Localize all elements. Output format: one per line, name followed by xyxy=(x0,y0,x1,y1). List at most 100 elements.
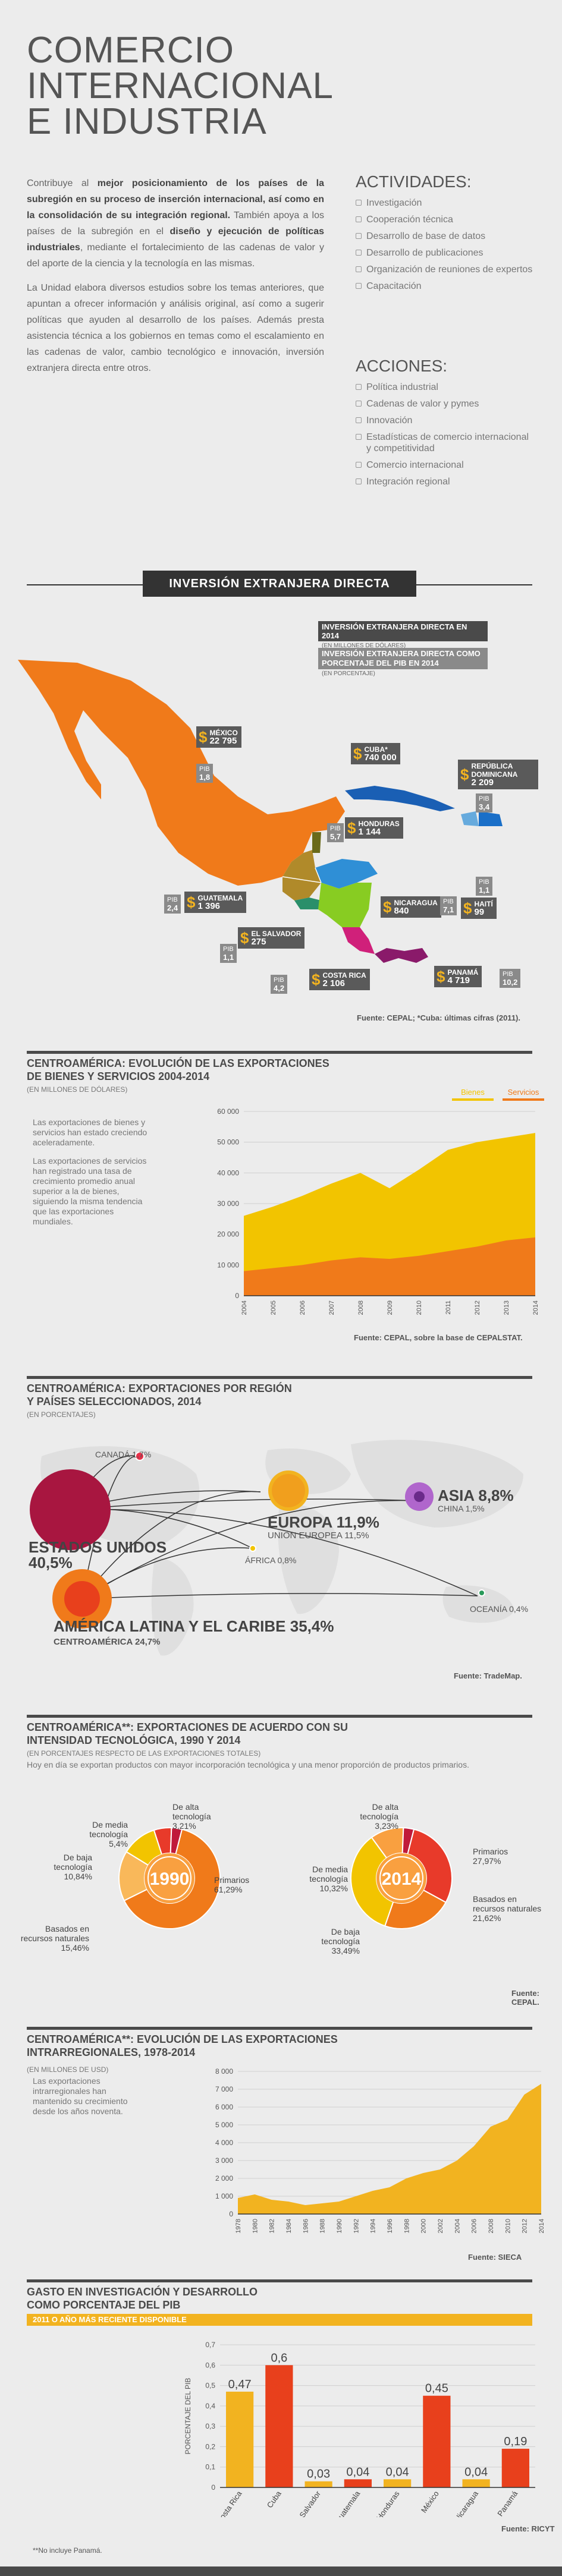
bar xyxy=(462,2479,490,2487)
country-name: HONDURAS xyxy=(358,820,400,828)
legend-label: Servicios xyxy=(508,1088,539,1097)
actividades-item: Organización de reuniones de expertos xyxy=(356,264,534,275)
country-value: 22 795 xyxy=(209,736,237,746)
country-value: 740 000 xyxy=(364,752,397,763)
country-value: 275 xyxy=(251,937,266,947)
dollar-icon: $ xyxy=(199,728,208,746)
bar-value-label: 0,04 xyxy=(346,2465,369,2479)
slice-label: De baja xyxy=(331,1927,360,1936)
bar xyxy=(304,2481,332,2487)
actividades-label: Cooperación técnica xyxy=(366,215,453,225)
slice-label: tecnología xyxy=(309,1874,348,1884)
flow-line xyxy=(81,1491,261,1599)
bullet-icon xyxy=(356,384,362,390)
ied-country-label: $ HAITÍ 99 xyxy=(461,897,497,919)
acciones-item: Comercio internacional xyxy=(356,459,534,471)
map-guatemala xyxy=(282,850,321,900)
bar-value-label: 0,6 xyxy=(271,2351,287,2364)
regions-title: CENTROAMÉRICA: EXPORTACIONES POR REGIÓN … xyxy=(27,1383,292,1407)
y-tick-label: 0,4 xyxy=(205,2402,215,2410)
y-tick-label: 7 000 xyxy=(215,2085,233,2093)
continent-shape xyxy=(442,1585,514,1623)
ied-pib-box: PIB 1,8 xyxy=(196,764,214,783)
bullet-icon xyxy=(356,216,362,222)
x-tick-label: 1982 xyxy=(269,2219,276,2233)
x-tick-label: Cuba xyxy=(265,2489,284,2509)
x-tick-label: 2006 xyxy=(299,1300,306,1315)
bubble-centroamerica xyxy=(64,1581,100,1617)
map-belize xyxy=(312,832,321,853)
actividades-label: Desarrollo de publicaciones xyxy=(366,248,483,258)
x-tick-label: Panamá xyxy=(495,2489,520,2517)
actividades-title: ACTIVIDADES: xyxy=(356,172,472,191)
acciones-label: Estadísticas de comercio internacional y… xyxy=(366,432,529,454)
actividades-block: ACTIVIDADES: Investigación Cooperación té… xyxy=(356,172,534,297)
slice-value: 33,49% xyxy=(332,1946,360,1955)
country-name: HAITÍ xyxy=(474,900,493,908)
x-tick-label: 1998 xyxy=(403,2219,410,2233)
country-value: 4 719 xyxy=(447,975,470,985)
country-name: COSTA RICA xyxy=(322,971,366,980)
bubble-africa xyxy=(249,1545,256,1552)
x-tick-label: 2009 xyxy=(387,1300,394,1315)
bar-value-label: 0,45 xyxy=(425,2382,448,2395)
donut-center xyxy=(145,1853,194,1903)
pib-value: 3,4 xyxy=(479,802,490,811)
bar-value-label: 0,47 xyxy=(228,2378,252,2391)
pib-value: 1,1 xyxy=(223,953,234,962)
ied-source: Fuente: CEPAL; *Cuba: últimas cifras (20… xyxy=(357,1013,520,1022)
exports-source: Fuente: CEPAL, sobre la base de CEPALSTA… xyxy=(354,1333,523,1342)
ied-pib-box: PIB 7,1 xyxy=(440,896,457,915)
label-usa-name: ESTADOS UNIDOS xyxy=(29,1538,167,1556)
bullet-icon xyxy=(356,417,362,423)
ied-country-label: $ MÉXICO 22 795 xyxy=(196,726,241,748)
acciones-item: Innovación xyxy=(356,415,534,426)
flow-line xyxy=(81,1455,140,1599)
ied-pib-box: PIB 2,4 xyxy=(164,895,181,914)
country-name: EL SALVADOR xyxy=(251,930,302,938)
acciones-item: Estadísticas de comercio internacional y… xyxy=(356,432,534,454)
y-tick-label: 4 000 xyxy=(215,2139,233,2147)
intra-source: Fuente: SIECA xyxy=(468,2253,522,2262)
pib-label: PIB xyxy=(330,825,341,832)
slice-value: 27,97% xyxy=(473,1856,501,1866)
country-name: NICARAGUA xyxy=(394,899,438,907)
legend-label: Bienes xyxy=(461,1088,485,1097)
label-oceania: OCEANÍA 0,4% xyxy=(470,1604,528,1614)
pib-value: 10,2 xyxy=(503,978,518,987)
x-tick-label: 2002 xyxy=(437,2219,444,2233)
map-honduras xyxy=(315,859,378,889)
ied-country-label: $ HONDURAS 1 144 xyxy=(345,817,403,839)
page-title: COMERCIO INTERNACIONAL E INDUSTRIA xyxy=(27,32,384,140)
dollar-icon: $ xyxy=(437,968,445,985)
ied-pib-box: PIB 5,7 xyxy=(327,823,344,842)
dollar-icon: $ xyxy=(312,971,321,988)
label-canada: CANADÁ 1,7% xyxy=(95,1450,151,1459)
bar xyxy=(501,2448,529,2487)
label-ue: UNIÓN EUROPEA 11,5% xyxy=(268,1531,369,1541)
actividades-label: Desarrollo de base de datos xyxy=(366,231,486,241)
pib-value: 7,1 xyxy=(443,905,454,914)
intra-chart: 0 1 000 2 000 3 000 4 000 5 000 6 000 7 000 8 00… xyxy=(215,2067,545,2233)
intra-desc: Las exportaciones intrarregionales han m… xyxy=(33,2076,128,2116)
map-dominican-republic xyxy=(479,811,503,826)
legend-sub: (EN MILLONES DE DÓLARES) xyxy=(322,643,406,649)
legend-title: INVERSIÓN EXTRANJERA DIRECTA COMO PORCEN… xyxy=(318,648,488,669)
x-tick-label: 2005 xyxy=(270,1300,277,1315)
bubble-europa xyxy=(268,1470,309,1511)
bar-value-label: 0,19 xyxy=(504,2435,527,2448)
x-tick-label: 1990 xyxy=(336,2219,343,2233)
legend-sub: (EN PORCENTAJE) xyxy=(322,670,375,677)
x-tick-label: 2004 xyxy=(454,2219,461,2233)
x-tick-label: México xyxy=(419,2489,441,2514)
acciones-block: ACCIONES: Política industrial Cadenas de … xyxy=(356,357,534,493)
section-divider xyxy=(27,1376,532,1379)
ied-pib-box: PIB 3,4 xyxy=(476,793,493,813)
donut-center-ring xyxy=(147,1856,191,1900)
ied-country-text: COSTA RICA 2 106 xyxy=(322,971,366,988)
acciones-label: Innovación xyxy=(366,415,413,426)
bullet-icon xyxy=(356,462,362,468)
country-value: 2 209 xyxy=(471,777,494,788)
slice-label: tecnología xyxy=(89,1829,128,1839)
